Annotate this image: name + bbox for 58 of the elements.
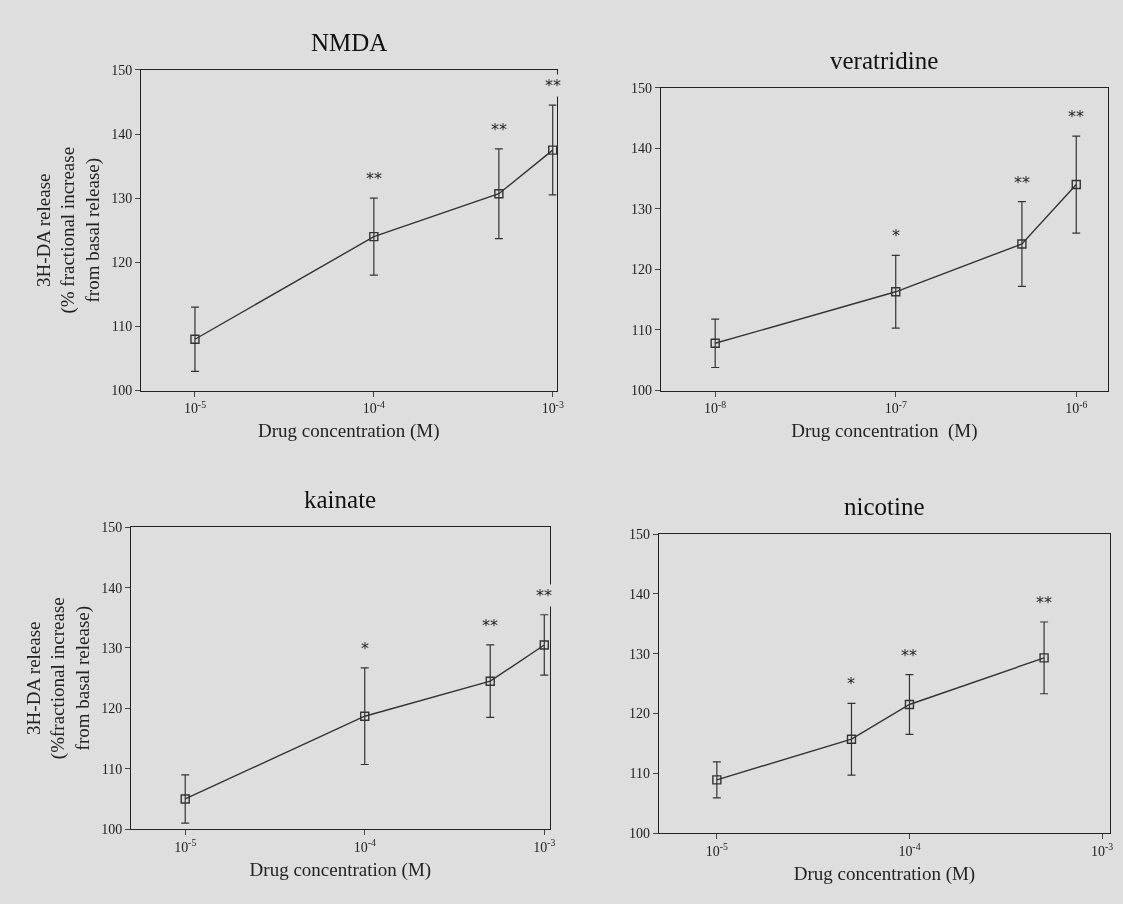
- annotation: **: [366, 169, 382, 188]
- x-tick-label: 10$^{-3}$: [1090, 841, 1114, 859]
- y-tick-label: 150: [628, 527, 650, 543]
- x-axis-title: Drug concentration (M): [258, 420, 440, 443]
- y-tick-label: 100: [101, 822, 123, 838]
- annotation: **: [482, 616, 498, 635]
- y-tick-label: 100: [111, 383, 133, 399]
- annotation: **: [545, 76, 561, 95]
- annotation: **: [491, 120, 507, 139]
- y-tick-label: 120: [101, 701, 123, 717]
- chart-title: kainate: [304, 486, 377, 513]
- y-axis-title: 3H-DA release (%fractional increase from basal release): [22, 597, 95, 760]
- y-tick-label: 120: [630, 262, 652, 278]
- y-tick-label: 140: [111, 126, 133, 142]
- x-tick-label: 10$^{-3}$: [541, 398, 564, 417]
- x-tick-label: 10$^{-4}$: [898, 841, 921, 859]
- x-tick-label: 10$^{-5}$: [705, 841, 729, 859]
- chart-title: veratridine: [830, 47, 939, 74]
- y-tick-label: 140: [630, 141, 652, 157]
- annotation: **: [536, 586, 552, 605]
- y-tick-label: 120: [111, 255, 133, 271]
- annotation: **: [1068, 107, 1084, 126]
- y-tick-label: 140: [628, 586, 650, 602]
- y-tick-label: 150: [111, 62, 133, 78]
- x-tick-label: 10$^{-6}$: [1065, 398, 1088, 417]
- y-tick-label: 140: [101, 580, 123, 596]
- y-tick-label: 110: [101, 761, 123, 777]
- y-tick-label: 110: [631, 322, 652, 338]
- x-axis-title: Drug concentration (M): [793, 862, 976, 885]
- annotation: *: [892, 226, 900, 245]
- y-tick-label: 150: [101, 520, 123, 536]
- annotation: *: [361, 639, 369, 658]
- y-tick-label: 120: [628, 706, 650, 722]
- annotation: **: [901, 646, 917, 665]
- x-tick-label: 10$^{-3}$: [533, 837, 556, 856]
- annotation: *: [847, 674, 855, 693]
- x-tick-label: 10$^{-8}$: [704, 398, 727, 417]
- x-tick-label: 10$^{-7}$: [884, 398, 907, 417]
- y-tick-label: 110: [111, 319, 133, 335]
- y-tick-label: 130: [630, 201, 652, 217]
- chart-title: NMDA: [311, 29, 388, 56]
- y-tick-label: 130: [111, 191, 133, 207]
- y-tick-label: 130: [628, 646, 650, 662]
- y-tick-label: 130: [101, 640, 123, 656]
- annotation: **: [1036, 593, 1052, 612]
- y-tick-label: 110: [629, 766, 650, 782]
- x-tick-label: 10$^{-5}$: [183, 398, 207, 417]
- x-axis-title: Drug concentration (M): [791, 420, 978, 443]
- chart-title: nicotine: [844, 493, 925, 520]
- x-axis-title: Drug concentration (M): [249, 858, 432, 881]
- y-tick-label: 100: [628, 825, 650, 841]
- annotation: **: [1014, 173, 1030, 192]
- x-tick-label: 10$^{-4}$: [353, 837, 376, 856]
- y-axis-title: 3H-DA release (% fractional increase from basal release): [32, 146, 105, 314]
- x-tick-label: 10$^{-5}$: [174, 837, 197, 856]
- y-tick-label: 100: [630, 383, 652, 399]
- x-tick-label: 10$^{-4}$: [362, 398, 386, 417]
- y-tick-label: 150: [630, 80, 652, 96]
